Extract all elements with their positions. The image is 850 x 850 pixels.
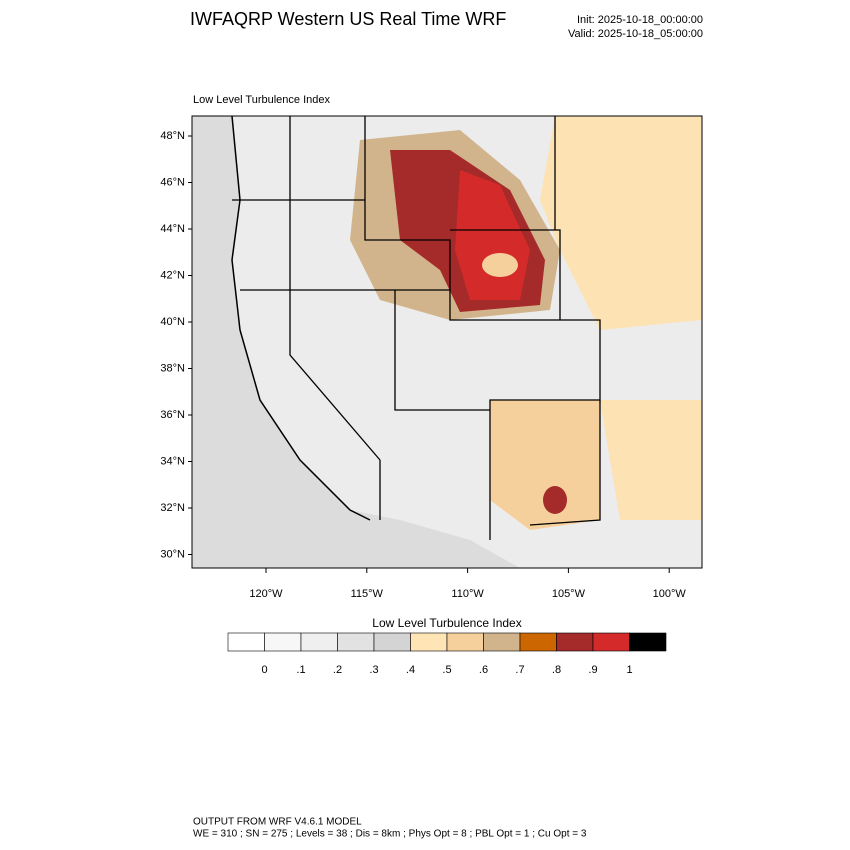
valid-time: Valid: 2025-10-18_05:00:00 [568,28,703,40]
colorbar-label: 1 [626,664,632,676]
plains-index [540,116,702,330]
texas-index [600,400,702,520]
colorbar-box [483,632,521,652]
lat-label: 46°N [160,176,185,188]
colorbar-box [592,632,630,652]
colorbar-box [446,632,484,652]
colorbar-label: .5 [442,664,451,676]
lat-label: 42°N [160,269,185,281]
lon-label: 110°W [451,588,484,600]
colorbar-box [410,632,448,652]
lat-label: 36°N [160,409,185,421]
lat-label: 48°N [160,130,185,142]
lon-label: 115°W [351,588,384,600]
colorbar-label: .9 [588,664,597,676]
colorbar-box [227,632,265,652]
colorbar-box [264,632,302,652]
colorbar-box [337,632,375,652]
colorbar-label: .2 [333,664,342,676]
nm-peak [543,486,567,514]
colorbar-box [556,632,594,652]
colorbar-box [373,632,411,652]
colorbar-box [519,632,557,652]
lat-label: 40°N [160,316,185,328]
init-time: Init: 2025-10-18_00:00:00 [577,14,703,26]
lat-label: 32°N [160,502,185,514]
footer-line: WE = 310 ; SN = 275 ; Levels = 38 ; Dis … [193,829,587,840]
map-title: Low Level Turbulence Index [193,94,330,106]
title: IWFAQRP Western US Real Time WRF [190,9,506,29]
colorbar-label: .8 [552,664,561,676]
colorbar-label: .6 [479,664,488,676]
colorbar-label: .1 [296,664,305,676]
map-frame [191,115,703,569]
lat-label: 38°N [160,362,185,374]
basin [482,253,518,277]
colorbar-label: .7 [515,664,524,676]
lat-label: 44°N [160,223,185,235]
colorbar-title: Low Level Turbulence Index [372,616,521,630]
colorbar-label: 0 [261,664,267,676]
nm-index [490,400,600,530]
colorbar-box [629,632,667,652]
colorbar-label: .4 [406,664,415,676]
lat-label: 30°N [160,548,185,560]
colorbar: 0 .1 .2 .3 .4 .5 .6 .7 .8 .9 1 [227,632,667,676]
lon-label: 105°W [552,588,586,600]
map [191,115,703,569]
lon-label: 100°W [653,588,687,600]
coastline [231,115,371,521]
lon-labels: 120°W 115°W 110°W 105°W 100°W [249,568,686,600]
lat-label: 34°N [160,455,185,467]
colorbar-box [300,632,338,652]
state-borders [232,116,601,540]
lon-label: 120°W [249,588,283,600]
footer-line: OUTPUT FROM WRF V4.6.1 MODEL [193,817,362,828]
lat-labels: 48°N 46°N 44°N 42°N 40°N 38°N 36°N 34°N 32°N 30°N [160,130,192,560]
colorbar-label: .3 [369,664,378,676]
